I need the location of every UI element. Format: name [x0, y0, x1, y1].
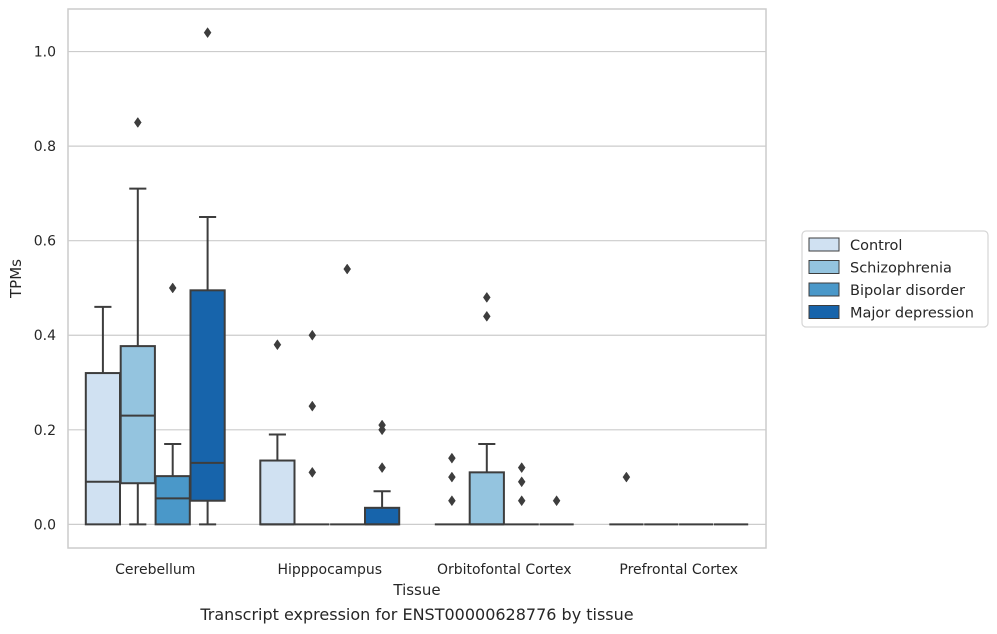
box	[259, 459, 296, 526]
x-axis-label: Tissue	[392, 581, 440, 599]
box	[363, 506, 401, 526]
outlier-point	[273, 339, 282, 351]
outlier-point	[308, 329, 317, 341]
outlier-point	[517, 462, 526, 474]
outlier-point	[517, 476, 526, 488]
outlier-point	[482, 291, 491, 303]
y-tick-label: 0.6	[34, 234, 56, 250]
outlier-point	[517, 495, 526, 507]
legend-swatch	[808, 305, 840, 319]
plot-frame	[67, 8, 767, 549]
outlier-point	[622, 471, 631, 483]
y-tick-label: 0.4	[34, 328, 56, 344]
outlier-point	[133, 117, 142, 128]
y-tick-label: 0.2	[34, 423, 56, 439]
legend-swatch	[808, 237, 840, 252]
outlier-point	[378, 424, 386, 436]
legend-label: Schizophrenia	[850, 261, 952, 277]
outlier-point	[552, 495, 561, 507]
y-tick-label: 0.0	[34, 517, 56, 533]
y-axis-label: TPMs	[7, 259, 25, 299]
x-tick-label: Prefrontal Cortex	[619, 562, 738, 578]
plot-area	[68, 9, 766, 548]
outlier-point	[448, 495, 456, 507]
y-tick-label: 1.0	[34, 45, 56, 61]
outlier-point	[168, 282, 177, 294]
box	[468, 471, 505, 526]
x-tick-label: Hipppocampus	[277, 562, 382, 578]
outlier-point	[482, 310, 491, 322]
legend-swatch	[808, 260, 840, 274]
outlier-point	[448, 452, 456, 464]
box	[189, 289, 226, 502]
legend-swatch	[808, 282, 840, 297]
x-tick-label: Orbitofontal Cortex	[437, 562, 572, 578]
legend-label: Major depression	[850, 306, 974, 322]
outlier-point	[308, 400, 317, 412]
outlier-point	[308, 466, 317, 478]
y-tick-label: 0.8	[34, 139, 56, 155]
box	[154, 475, 191, 526]
legend-label: Control	[850, 238, 902, 254]
legend-label: Bipolar disorder	[850, 283, 965, 299]
legend-box	[801, 230, 989, 328]
outlier-point	[203, 27, 212, 39]
outlier-point	[448, 471, 456, 483]
outlier-point	[343, 263, 352, 275]
x-tick-label: Cerebellum	[115, 562, 195, 578]
outlier-point	[378, 462, 386, 474]
box	[84, 372, 122, 526]
chart-caption: Transcript expression for ENST0000062877…	[200, 605, 634, 624]
